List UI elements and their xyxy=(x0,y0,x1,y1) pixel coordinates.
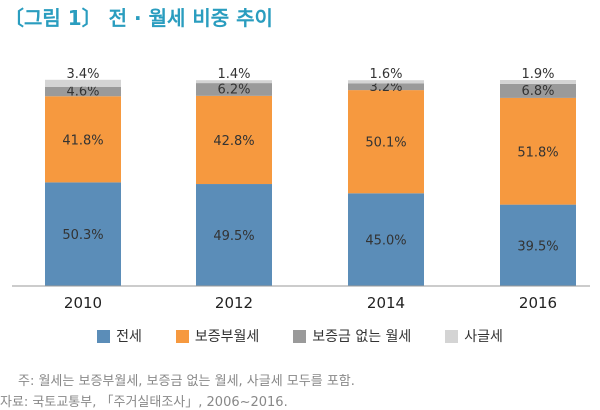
footnote: 주: 월세는 보증부월세, 보증금 없는 월세, 사글세 모두를 포함. xyxy=(18,374,355,389)
bar-2016-series-2 xyxy=(500,83,576,98)
x-tick-label-2010: 2010 xyxy=(64,294,102,312)
source-note: 자료: 국토교통부, 「주거실태조사」, 2006~2016. xyxy=(0,395,288,410)
bar-2012-series-1 xyxy=(196,95,272,185)
legend-item-sagle: 사글세 xyxy=(445,326,503,346)
data-label-2012-series-2: 6.2% xyxy=(217,82,250,97)
legend-item-jeonse: 전세 xyxy=(97,326,142,346)
data-label-2010-series-1: 41.8% xyxy=(62,133,103,148)
data-label-2014-series-1: 50.1% xyxy=(365,136,406,151)
data-label-2014-series-2: 3.2% xyxy=(369,80,402,95)
legend: 전세 보증부월세 보증금 없는 월세 사글세 xyxy=(0,326,600,346)
bar-2016-series-1 xyxy=(500,97,576,205)
x-tick-label-2016: 2016 xyxy=(519,294,557,312)
legend-item-no-deposit-rent: 보증금 없는 월세 xyxy=(293,326,411,346)
bar-2014-series-1 xyxy=(348,90,424,194)
data-label-2016-series-2: 6.8% xyxy=(521,84,554,99)
legend-label-sagle: 사글세 xyxy=(464,329,503,345)
data-label-2016-series-1: 51.8% xyxy=(517,145,558,160)
data-label-2014-series-3: 1.6% xyxy=(369,67,402,82)
x-tick-label-2014: 2014 xyxy=(367,294,405,312)
data-label-2012-series-3: 1.4% xyxy=(217,67,250,82)
bar-2010-series-1 xyxy=(45,96,121,183)
data-label-2016-series-0: 39.5% xyxy=(517,239,558,254)
bar-2014-series-3 xyxy=(348,80,424,84)
chart-title: 〔그림 1〕 전 · 월세 비중 추이 xyxy=(4,6,273,30)
legend-swatch-no-deposit-rent xyxy=(293,329,307,343)
bar-2012-series-0 xyxy=(196,184,272,286)
bar-2010-series-2 xyxy=(45,86,121,97)
data-label-2012-series-0: 49.5% xyxy=(213,229,254,244)
legend-item-deposit-rent: 보증부월세 xyxy=(175,326,260,346)
bar-2010-series-3 xyxy=(45,79,121,87)
data-label-2012-series-1: 42.8% xyxy=(213,134,254,149)
bar-2014-series-2 xyxy=(348,83,424,91)
data-label-2016-series-3: 1.9% xyxy=(521,67,554,82)
legend-label-no-deposit-rent: 보증금 없는 월세 xyxy=(312,329,412,345)
bar-2012-series-3 xyxy=(196,80,272,84)
bar-2016-series-3 xyxy=(500,80,576,84)
bar-2012-series-2 xyxy=(196,83,272,96)
data-label-2010-series-3: 3.4% xyxy=(66,67,99,82)
legend-swatch-jeonse xyxy=(97,329,111,343)
legend-swatch-sagle xyxy=(445,329,459,343)
data-label-2010-series-2: 4.6% xyxy=(66,85,99,100)
data-label-2014-series-0: 45.0% xyxy=(365,234,406,249)
bar-2010-series-0 xyxy=(45,182,121,286)
legend-label-jeonse: 전세 xyxy=(116,329,142,345)
data-label-2010-series-0: 50.3% xyxy=(62,228,103,243)
bar-2014-series-0 xyxy=(348,193,424,286)
legend-swatch-deposit-rent xyxy=(175,329,189,343)
legend-label-deposit-rent: 보증부월세 xyxy=(194,329,260,345)
x-tick-label-2012: 2012 xyxy=(215,294,253,312)
bar-2016-series-0 xyxy=(500,204,576,286)
stacked-bar-chart: 50.3% 41.8% 4.6% 3.4% 2010 49.5% 42.8% 6.2%1.4%… xyxy=(12,67,590,312)
